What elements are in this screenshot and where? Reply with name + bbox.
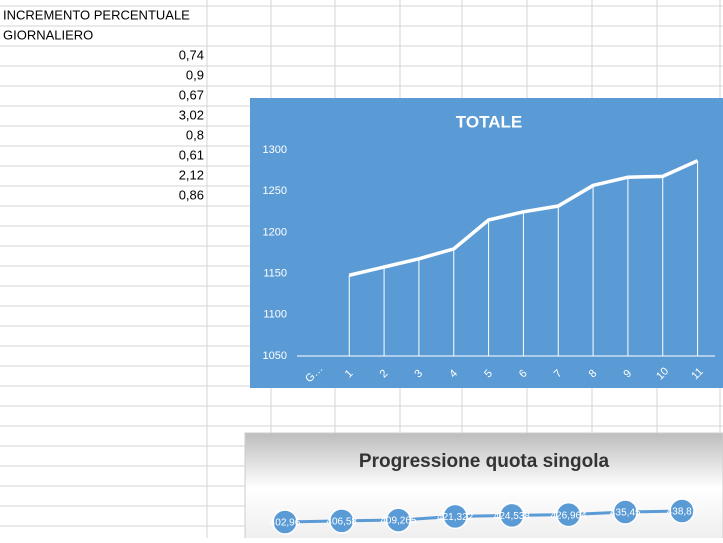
line [348, 159, 699, 277]
cell-text: GIORNALIERO [3, 27, 93, 42]
data-label: 409,265 [380, 516, 417, 527]
data-label: 426,964 [550, 510, 587, 521]
marker [442, 503, 468, 530]
cell-text: 0,86 [179, 187, 204, 202]
cell-text: 0,8 [186, 127, 204, 142]
cell-text: 3,02 [179, 107, 204, 122]
marker [328, 508, 355, 534]
data-label: 435,45 [610, 508, 641, 519]
marker [385, 507, 412, 533]
chart-title: Progressione quota singola [359, 451, 610, 472]
y-tick-label: 1050 [263, 350, 287, 362]
data-label: 406,58 [326, 517, 357, 528]
cell-text: 0,9 [186, 67, 204, 82]
y-tick-label: 1300 [263, 144, 287, 156]
cell-text: 2,12 [179, 167, 204, 182]
marker [612, 499, 639, 525]
marker [555, 501, 582, 528]
chart-area [244, 432, 723, 543]
y-tick-label: 1150 [263, 268, 287, 280]
marker [272, 509, 298, 535]
cell-text: 0,61 [179, 147, 204, 162]
cell-text: INCREMENTO PERCENTUALE [3, 7, 190, 22]
cell-text: 0,67 [179, 87, 204, 102]
chart-title: TOTALE [456, 112, 522, 131]
marker [499, 502, 525, 529]
y-tick-label: 1100 [263, 309, 287, 321]
y-tick-label: 1250 [263, 185, 287, 197]
cell-text: 0,74 [179, 47, 204, 62]
data-label: 424,538 [494, 511, 531, 522]
chart-area [250, 98, 723, 388]
y-tick-label: 1200 [263, 226, 287, 238]
data-label: 438,87 [667, 507, 698, 518]
data-label: 421,322 [437, 512, 474, 523]
marker [669, 498, 695, 524]
data-label: 402,96 [270, 518, 301, 529]
